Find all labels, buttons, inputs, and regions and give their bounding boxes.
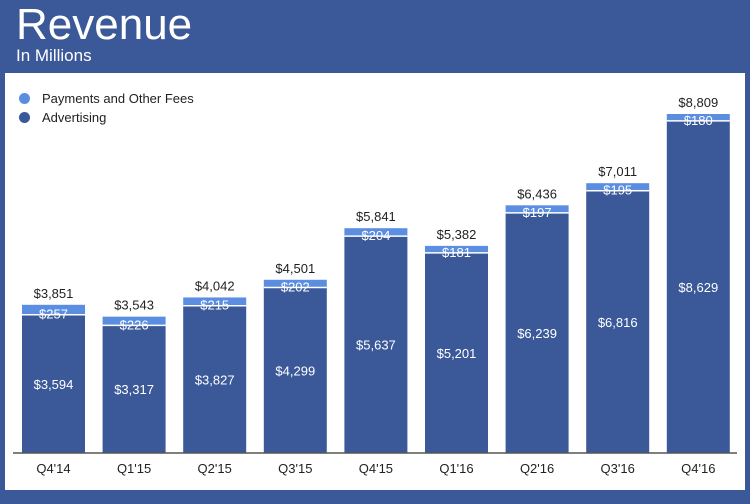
header: Revenue In Millions <box>0 0 750 72</box>
bar-payments <box>505 205 569 213</box>
bar-advertising <box>22 314 85 453</box>
label-total: $6,436 <box>517 186 557 201</box>
bar-payments <box>263 279 327 288</box>
label-total: $5,841 <box>356 209 396 224</box>
bar-advertising <box>102 325 166 453</box>
label-advertising: $3,594 <box>34 377 74 392</box>
label-total: $5,382 <box>437 227 477 242</box>
label-advertising: $5,201 <box>437 346 477 361</box>
label-advertising: $4,299 <box>275 363 315 378</box>
bar-payments <box>586 183 650 191</box>
label-total: $3,543 <box>114 298 154 313</box>
label-advertising: $3,827 <box>195 372 235 387</box>
bar-advertising <box>666 120 730 454</box>
bar-advertising <box>586 190 650 453</box>
bar-payments <box>102 316 166 326</box>
label-payments: $197 <box>523 205 552 220</box>
bar-advertising <box>344 236 408 453</box>
label-total: $4,501 <box>275 261 315 276</box>
label-advertising: $5,637 <box>356 338 396 353</box>
bar-advertising <box>183 305 247 453</box>
bar-payments <box>183 297 247 306</box>
bar-advertising <box>505 212 569 453</box>
bar-payments <box>344 228 408 237</box>
label-advertising: $6,816 <box>598 315 638 330</box>
label-payments: $181 <box>442 245 471 260</box>
label-payments: $257 <box>39 307 68 322</box>
bar-advertising <box>425 252 488 453</box>
bar-payments <box>22 304 85 315</box>
x-tick-label: Q2'16 <box>520 461 554 476</box>
x-tick-label: Q1'16 <box>439 461 473 476</box>
x-tick-label: Q3'16 <box>601 461 635 476</box>
legend-label: Payments and Other Fees <box>42 91 194 106</box>
bar-advertising <box>263 287 327 453</box>
label-advertising: $8,629 <box>678 280 718 295</box>
legend-dot-icon <box>19 112 30 123</box>
legend-item-payments: Payments and Other Fees <box>19 91 194 106</box>
label-total: $3,851 <box>34 286 74 301</box>
x-tick-label: Q4'14 <box>36 461 70 476</box>
x-tick-label: Q3'15 <box>278 461 312 476</box>
label-payments: $226 <box>120 317 149 332</box>
label-payments: $215 <box>200 298 229 313</box>
label-payments: $202 <box>281 280 310 295</box>
x-tick-label: Q1'15 <box>117 461 151 476</box>
legend-label: Advertising <box>42 110 107 125</box>
legend-item-advertising: Advertising <box>19 110 106 125</box>
label-advertising: $6,239 <box>517 326 557 341</box>
bar-payments <box>666 114 730 121</box>
label-payments: $204 <box>361 228 390 243</box>
legend-dot-icon <box>19 93 30 104</box>
x-tick-label: Q4'16 <box>681 461 715 476</box>
label-advertising: $3,317 <box>114 382 154 397</box>
label-total: $7,011 <box>598 164 637 179</box>
label-total: $4,042 <box>195 278 235 293</box>
x-tick-label: Q2'15 <box>198 461 232 476</box>
label-payments: $180 <box>684 113 713 128</box>
x-tick-label: Q4'15 <box>359 461 393 476</box>
label-payments: $195 <box>603 183 632 198</box>
bar-payments <box>425 245 488 253</box>
label-total: $8,809 <box>678 95 718 110</box>
chart-subtitle: In Millions <box>16 46 92 65</box>
chart-title: Revenue <box>16 0 193 49</box>
